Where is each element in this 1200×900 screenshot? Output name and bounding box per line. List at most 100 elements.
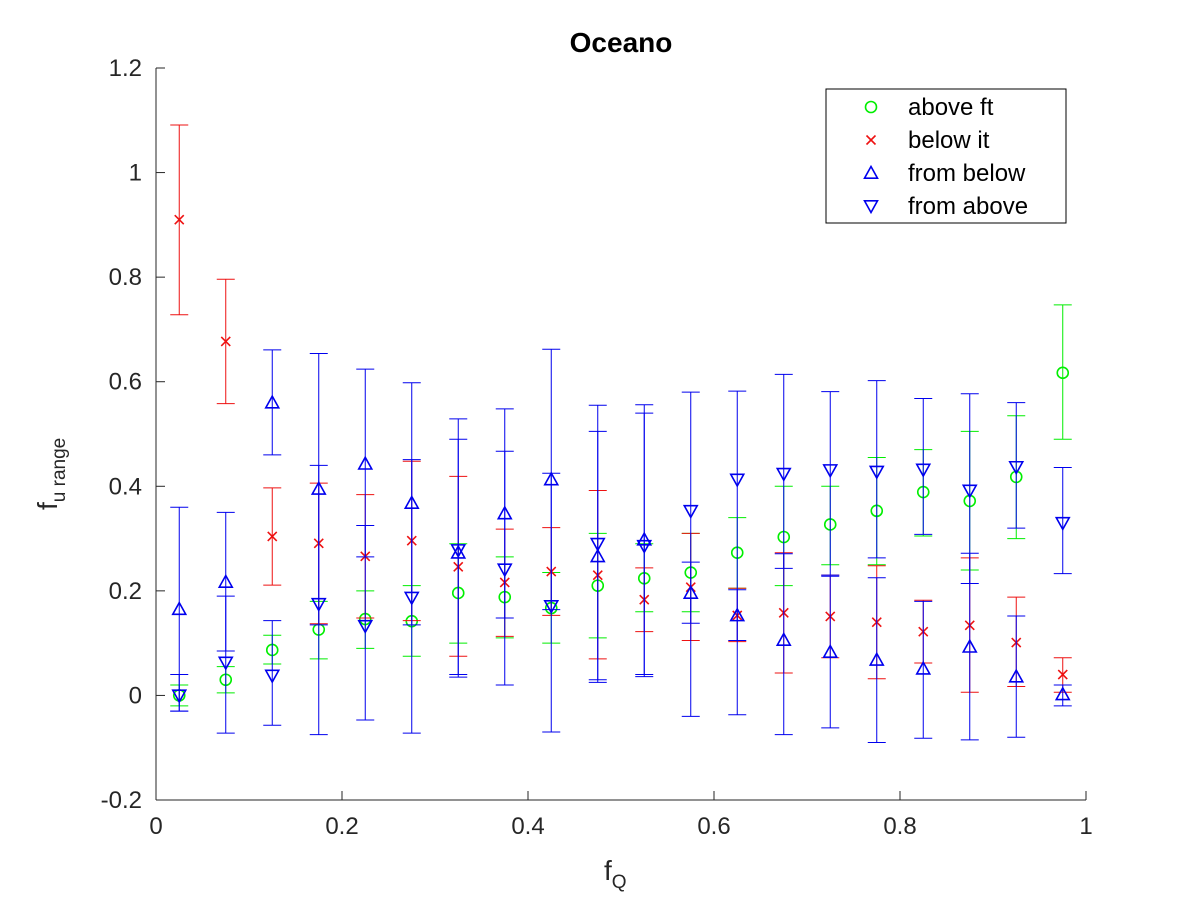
data-point — [217, 656, 234, 671]
data-point — [682, 504, 699, 520]
data-point — [171, 601, 188, 616]
legend-entry-below-it: below it — [865, 127, 990, 154]
data-point — [1054, 686, 1071, 701]
data-point — [1008, 460, 1025, 476]
x-tick-label: 0.4 — [511, 813, 544, 840]
x-tick-label: 0 — [149, 813, 162, 840]
y-axis-label: fu range — [32, 438, 70, 510]
legend-marker-symbol — [864, 100, 878, 114]
axes — [155, 67, 1087, 801]
data-point — [589, 537, 606, 552]
error-bar — [681, 391, 700, 717]
legend-label-below-it: below it — [908, 127, 990, 154]
plot-marks — [170, 124, 1072, 743]
data-point — [220, 336, 231, 347]
data-point — [868, 465, 885, 480]
error-bar — [914, 397, 933, 535]
y-tick-label: 0.4 — [109, 473, 142, 500]
x-tick-label: 1 — [1079, 813, 1092, 840]
data-point — [171, 689, 188, 704]
legend-marker-symbol — [865, 134, 877, 146]
data-point — [729, 473, 746, 488]
marker-stroke — [1057, 669, 1068, 680]
legend-marker-from-below — [863, 164, 879, 179]
error-bar — [263, 349, 282, 456]
data-point — [496, 563, 513, 578]
data-point — [1054, 516, 1071, 532]
data-point — [267, 531, 278, 542]
legend-marker-from-above — [863, 200, 879, 215]
error-bar — [170, 674, 189, 712]
data-point — [264, 669, 281, 684]
data-point — [403, 591, 420, 606]
error-bar — [1007, 615, 1026, 738]
data-point — [822, 643, 839, 659]
tick-labels: 0 0.2 0.4 0.6 0.8 1 -0.2 0 0.2 0.4 0.6 0.8 1 1.2 — [101, 55, 1093, 840]
data-point — [961, 638, 978, 653]
data-point — [915, 660, 932, 675]
error-bar — [495, 450, 514, 686]
error-bar — [960, 393, 979, 585]
legend-marker-below-it — [865, 134, 877, 146]
data-point — [310, 597, 327, 613]
legend-label-from-above: from above — [908, 193, 1028, 220]
data-point — [961, 484, 978, 499]
marker-stroke — [174, 214, 185, 225]
legend-entry-from-below: from below — [863, 160, 1026, 187]
x-tick-label: 0.8 — [883, 813, 916, 840]
error-bar — [821, 575, 840, 729]
legend: above ft below it from below from above — [825, 88, 1067, 224]
legend-marker-symbol — [863, 164, 879, 179]
data-point — [822, 464, 839, 479]
legend-label-from-below: from below — [908, 160, 1026, 187]
error-bar — [1053, 466, 1072, 575]
legend-marker-symbol — [863, 200, 879, 215]
data-point — [915, 463, 932, 478]
x-axis-label: fQ — [604, 855, 627, 893]
error-bar — [635, 412, 654, 678]
error-bar — [1007, 402, 1026, 529]
y-tick-label: 0.2 — [109, 578, 142, 605]
data-point — [1057, 669, 1068, 680]
error-bar — [774, 373, 793, 569]
marker-stroke — [267, 531, 278, 542]
data-point — [775, 631, 792, 647]
error-bar — [728, 390, 747, 716]
error-bar — [867, 380, 886, 559]
y-tick-label: 0.8 — [109, 264, 142, 291]
y-tick-label: 0.6 — [109, 369, 142, 396]
legend-entry-above-ft: above ft — [864, 94, 994, 121]
error-bar — [309, 464, 328, 736]
data-point — [868, 651, 885, 666]
error-bar — [356, 525, 375, 721]
data-point — [264, 394, 281, 409]
error-bar — [542, 472, 561, 733]
data-point — [217, 573, 234, 588]
data-point — [357, 455, 374, 470]
data-point — [357, 619, 374, 635]
error-bar — [402, 459, 421, 734]
data-point — [1056, 366, 1070, 380]
marker-stroke — [865, 134, 877, 146]
legend-marker-above-ft — [864, 100, 878, 114]
data-point — [636, 539, 653, 555]
chart-title: Oceano — [570, 27, 673, 58]
legend-entry-from-above: from above — [863, 193, 1028, 220]
error-bar — [867, 577, 886, 743]
data-point — [1008, 668, 1025, 683]
y-tick-label: -0.2 — [101, 787, 142, 814]
x-tick-label: 0.2 — [325, 813, 358, 840]
error-bar — [216, 595, 235, 734]
series-from-above — [170, 373, 1072, 736]
data-point — [775, 467, 792, 482]
y-tick-label: 1.2 — [109, 55, 142, 82]
error-bar — [1053, 304, 1072, 440]
marker-stroke — [220, 336, 231, 347]
error-bar — [914, 600, 933, 739]
data-point — [174, 214, 185, 225]
error-bar — [821, 391, 840, 576]
data-point — [543, 600, 560, 615]
y-tick-label: 0 — [129, 682, 142, 709]
y-tick-label: 1 — [129, 160, 142, 187]
